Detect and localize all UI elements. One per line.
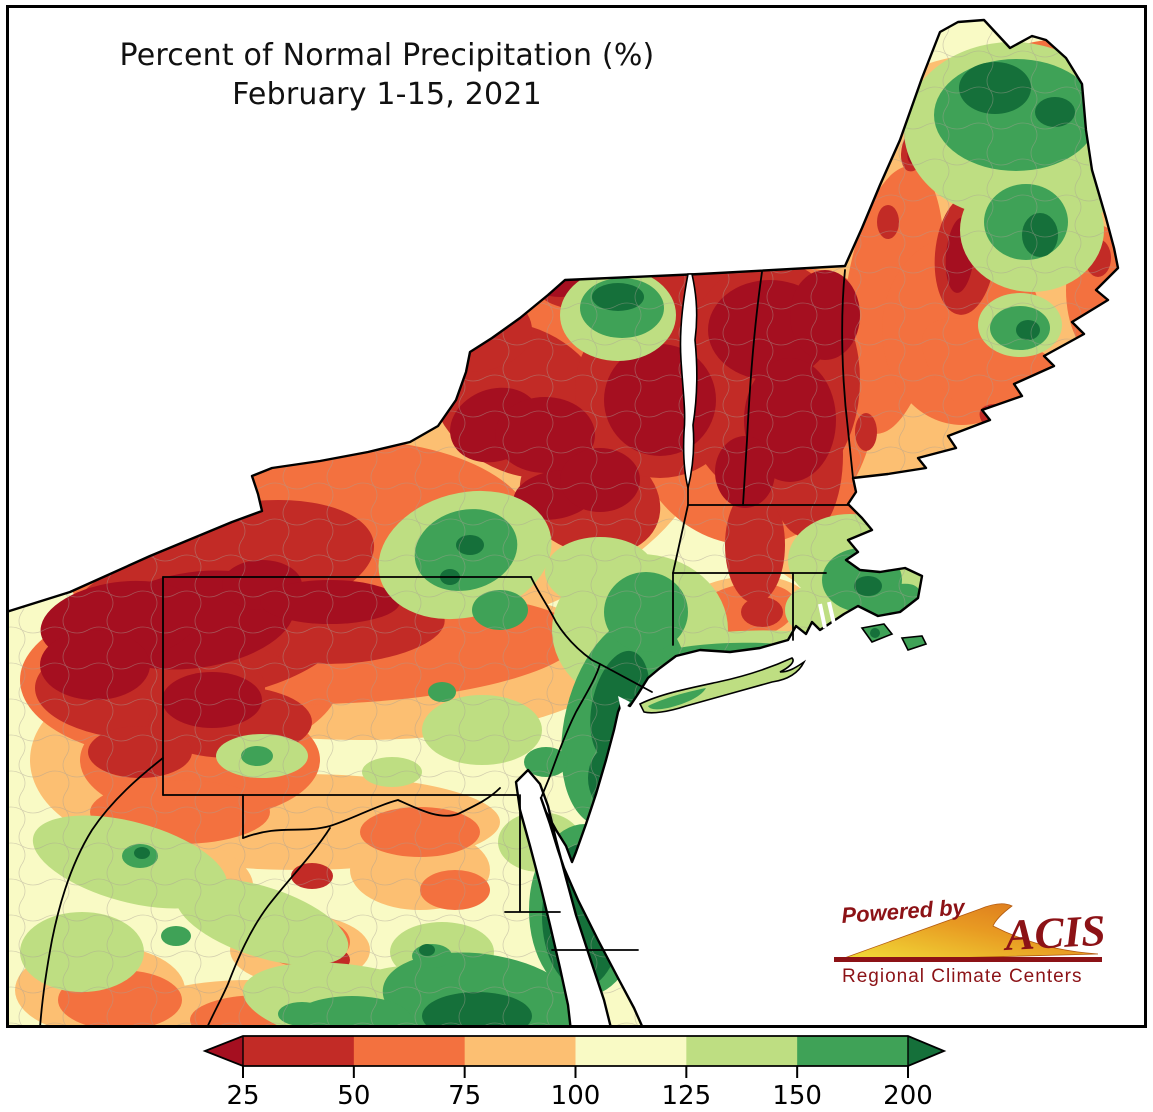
svg-text:100: 100: [551, 1081, 601, 1111]
map-title-line1: Percent of Normal Precipitation (%): [119, 38, 655, 73]
nantucket: [900, 635, 928, 651]
colorbar-legend: 25 50 75 100 125 150 200: [202, 1035, 947, 1111]
islands: [638, 623, 928, 714]
colorbar-ticks: [242, 1066, 909, 1078]
logo-underline: [834, 957, 1102, 962]
map-frame: [6, 5, 1147, 1028]
svg-text:125: 125: [662, 1081, 712, 1111]
acis-logo: Powered by ACIS Regional Climate Centers: [830, 893, 1120, 998]
swoosh-icon: [835, 903, 1099, 962]
svg-text:75: 75: [448, 1081, 481, 1111]
svg-text:200: 200: [883, 1081, 933, 1111]
colorbar-tick-labels: 25 50 75 100 125 150 200: [226, 1081, 932, 1111]
svg-text:50: 50: [337, 1081, 370, 1111]
acis-text: ACIS: [1001, 906, 1107, 960]
colorbar-segments: [205, 1036, 944, 1066]
long-island-west-shading: [648, 688, 706, 710]
state-boundaries: [39, 269, 854, 1025]
county-boundaries: [9, 20, 1118, 1025]
northeast-precipitation-map: [9, 18, 1120, 1025]
narragansett-bay: [818, 601, 836, 629]
acis-logo-graphic: Powered by ACIS Regional Climate Centers: [834, 894, 1107, 987]
new-york-harbor: [618, 696, 630, 714]
marthas-vineyard-core: [870, 628, 880, 638]
precipitation-shading: [9, 20, 1118, 1025]
svg-text:150: 150: [772, 1081, 822, 1111]
svg-text:25: 25: [226, 1081, 259, 1111]
regional-climate-centers-text: Regional Climate Centers: [842, 966, 1083, 987]
map-title: Percent of Normal Precipitation (%) Febr…: [57, 36, 717, 114]
map-title-line2: February 1-15, 2021: [232, 77, 542, 112]
